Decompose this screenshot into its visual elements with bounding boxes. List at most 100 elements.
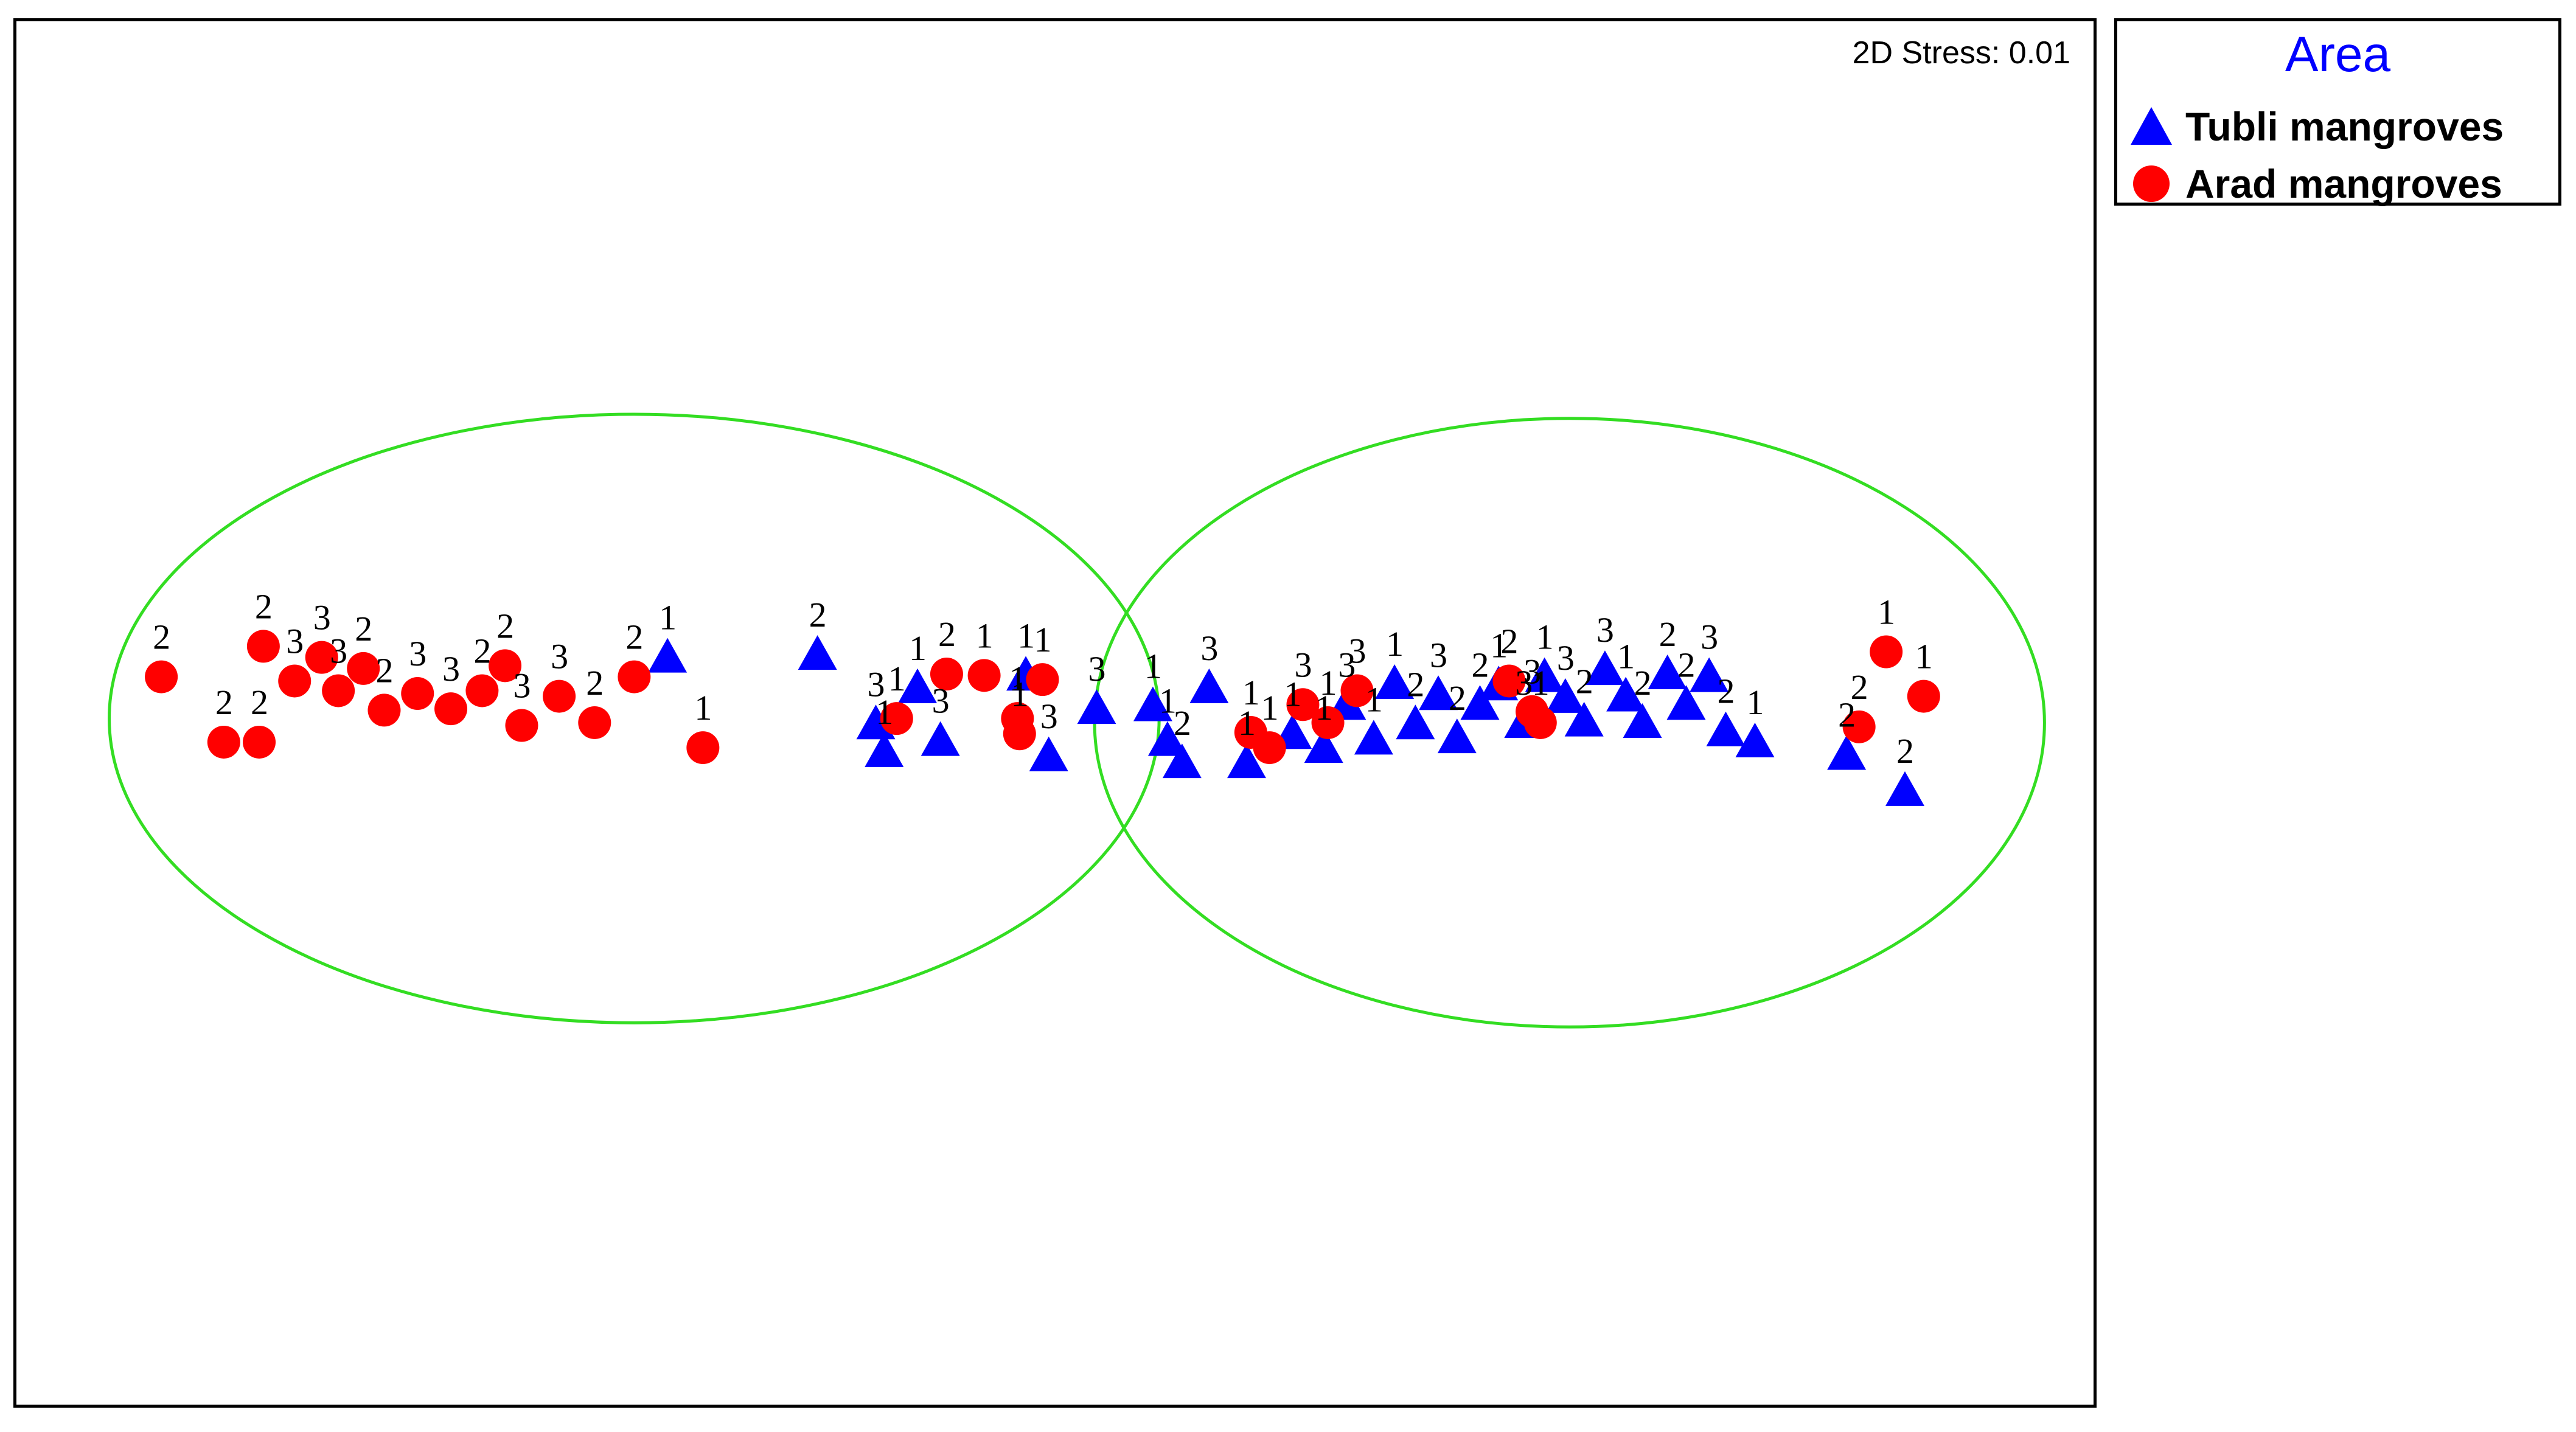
point-label-arad-30: 3 — [1523, 652, 1541, 692]
point-label-arad-10: 3 — [442, 649, 460, 689]
point-label-arad-16: 2 — [625, 617, 643, 657]
point-label-tubli-10: 1 — [1159, 681, 1177, 721]
arad-point-6 — [322, 674, 355, 707]
point-label-arad-24: 1 — [1242, 673, 1260, 712]
point-label-tubli-12: 3 — [1200, 628, 1218, 668]
tubli-point-7 — [1029, 736, 1068, 771]
point-label-tubli-24: 3 — [1515, 663, 1533, 703]
tubli-point-0 — [648, 638, 688, 673]
point-label-tubli-9: 1 — [1144, 647, 1162, 686]
tubli-point-18 — [1375, 664, 1415, 699]
tubli-point-34 — [1706, 711, 1746, 746]
tubli-point-33 — [1690, 657, 1729, 692]
point-label-tubli-25: 1 — [1536, 617, 1554, 657]
tubli-point-26 — [1545, 678, 1585, 713]
arad-point-9 — [401, 677, 434, 711]
point-label-arad-1: 2 — [215, 683, 233, 722]
arad-point-26 — [1286, 688, 1320, 721]
arad-point-33 — [1870, 635, 1903, 669]
point-label-arad-5: 3 — [313, 598, 331, 638]
legend-item-arad: Arad mangroves — [2128, 156, 2502, 211]
arad-point-22 — [1003, 717, 1036, 751]
point-label-tubli-22: 2 — [1471, 645, 1489, 684]
arad-point-32 — [1842, 710, 1876, 743]
tubli-point-13 — [1227, 743, 1267, 779]
tubli-point-9 — [1133, 686, 1172, 721]
tubli-point-35 — [1735, 722, 1775, 757]
point-label-arad-21: 1 — [1009, 659, 1026, 698]
point-label-tubli-35: 1 — [1746, 683, 1764, 722]
arad-point-11 — [465, 674, 499, 707]
tubli-point-21 — [1437, 718, 1477, 754]
point-label-tubli-23: 1 — [1490, 625, 1508, 665]
circle-icon — [2133, 165, 2170, 202]
point-label-arad-26: 3 — [1294, 645, 1312, 684]
point-label-tubli-33: 3 — [1701, 617, 1718, 657]
tubli-point-11 — [1162, 743, 1202, 779]
arad-point-12 — [489, 649, 522, 683]
point-label-tubli-11: 2 — [1174, 703, 1191, 743]
point-label-arad-7: 2 — [355, 609, 372, 648]
tubli-point-12 — [1189, 668, 1229, 703]
tubli-point-28 — [1585, 650, 1624, 686]
arad-point-14 — [543, 680, 576, 713]
point-label-tubli-17: 1 — [1365, 680, 1383, 719]
tubli-point-5 — [921, 721, 960, 756]
point-label-arad-6: 3 — [330, 631, 347, 670]
tubli-point-30 — [1623, 703, 1662, 738]
point-label-arad-14: 3 — [551, 637, 568, 676]
point-label-tubli-5: 3 — [932, 681, 950, 721]
arad-point-31 — [1523, 706, 1557, 739]
tubli-point-17 — [1354, 720, 1393, 755]
tubli-point-19 — [1396, 704, 1435, 740]
point-label-arad-9: 3 — [409, 634, 426, 673]
point-label-arad-8: 2 — [375, 650, 393, 690]
tubli-point-8 — [1077, 689, 1116, 725]
point-label-tubli-32: 2 — [1677, 645, 1695, 684]
arad-point-13 — [505, 709, 538, 742]
point-label-arad-18: 1 — [888, 659, 906, 698]
point-label-tubli-20: 3 — [1430, 635, 1447, 675]
arad-point-8 — [367, 693, 401, 727]
point-label-tubli-15: 1 — [1315, 688, 1333, 728]
point-label-arad-32: 2 — [1851, 667, 1868, 707]
point-label-tubli-7: 3 — [1040, 697, 1058, 736]
arad-point-5 — [305, 641, 338, 674]
arad-point-25 — [1253, 731, 1286, 765]
stress-value: 2D Stress: 0.01 — [1852, 35, 2070, 71]
point-label-tubli-1: 2 — [809, 595, 827, 634]
tubli-point-25 — [1525, 657, 1564, 692]
point-label-arad-22: 1 — [1011, 674, 1029, 714]
cluster-ellipse-2 — [1093, 417, 2046, 1029]
point-label-arad-29: 2 — [1500, 621, 1518, 661]
tubli-point-1 — [798, 635, 837, 670]
point-label-tubli-19: 2 — [1407, 664, 1424, 704]
point-label-tubli-37: 2 — [1896, 731, 1914, 771]
point-label-tubli-4: 1 — [909, 628, 927, 668]
point-label-arad-27: 1 — [1320, 663, 1337, 703]
arad-point-7 — [347, 652, 380, 685]
arad-point-16 — [618, 660, 651, 693]
tubli-point-32 — [1666, 685, 1706, 720]
tubli-point-29 — [1606, 676, 1646, 712]
point-label-arad-13: 3 — [513, 666, 531, 706]
point-label-tubli-36: 2 — [1838, 695, 1856, 735]
arad-point-18 — [880, 702, 913, 735]
point-label-arad-0: 2 — [153, 617, 170, 657]
tubli-point-3 — [865, 732, 904, 767]
point-label-arad-17: 1 — [694, 688, 712, 728]
legend-label-arad: Arad mangroves — [2185, 161, 2502, 206]
point-label-tubli-14: 1 — [1284, 674, 1301, 714]
point-label-arad-34: 1 — [1915, 637, 1933, 676]
point-label-arad-4: 3 — [286, 621, 304, 661]
point-label-tubli-6: 1 — [1017, 616, 1035, 655]
point-label-arad-23: 1 — [1034, 620, 1051, 659]
point-label-tubli-27: 2 — [1576, 662, 1593, 701]
point-label-tubli-31: 2 — [1659, 614, 1677, 654]
tubli-series — [648, 635, 1924, 806]
tubli-point-22 — [1460, 685, 1500, 720]
point-label-tubli-21: 2 — [1449, 678, 1466, 718]
point-label-arad-28: 3 — [1348, 631, 1366, 670]
